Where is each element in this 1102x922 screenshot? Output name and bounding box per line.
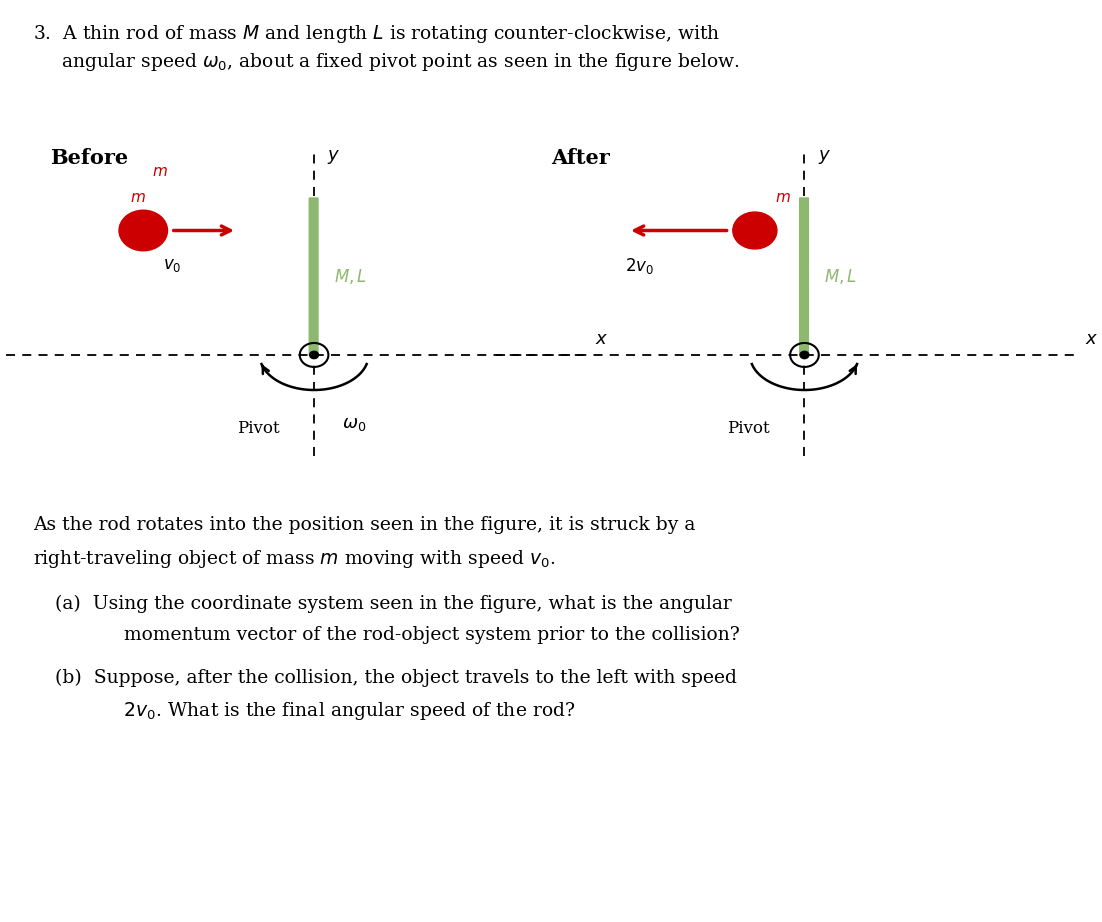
Text: $x$: $x$: [595, 329, 608, 348]
Text: $m$: $m$: [130, 190, 145, 205]
Text: $M, L$: $M, L$: [824, 267, 857, 286]
Text: Before: Before: [50, 148, 128, 168]
Text: After: After: [551, 148, 609, 168]
Circle shape: [733, 212, 777, 249]
Text: $y$: $y$: [327, 148, 341, 166]
Text: momentum vector of the rod-object system prior to the collision?: momentum vector of the rod-object system…: [88, 626, 739, 644]
Text: $m$: $m$: [775, 190, 790, 205]
Text: $v_0$: $v_0$: [163, 256, 182, 275]
Text: $m$: $m$: [152, 164, 168, 179]
Text: Pivot: Pivot: [727, 420, 770, 436]
Text: 3.  A thin rod of mass $M$ and length $L$ is rotating counter-clockwise, with: 3. A thin rod of mass $M$ and length $L$…: [33, 23, 721, 45]
Text: $2v_0$. What is the final angular speed of the rod?: $2v_0$. What is the final angular speed …: [88, 700, 575, 722]
Text: $2v_0$: $2v_0$: [625, 256, 653, 277]
Text: As the rod rotates into the position seen in the figure, it is struck by a: As the rod rotates into the position see…: [33, 516, 695, 535]
Text: right-traveling object of mass $m$ moving with speed $v_0$.: right-traveling object of mass $m$ movin…: [33, 548, 555, 570]
Text: (a)  Using the coordinate system seen in the figure, what is the angular: (a) Using the coordinate system seen in …: [55, 595, 732, 613]
Text: Pivot: Pivot: [237, 420, 280, 436]
Circle shape: [119, 210, 168, 251]
Circle shape: [310, 351, 318, 359]
Text: $M, L$: $M, L$: [334, 267, 367, 286]
Text: angular speed $\omega_0$, about a fixed pivot point as seen in the figure below.: angular speed $\omega_0$, about a fixed …: [61, 51, 739, 73]
FancyBboxPatch shape: [309, 197, 318, 356]
Text: $x$: $x$: [1085, 329, 1099, 348]
Text: (b)  Suppose, after the collision, the object travels to the left with speed: (b) Suppose, after the collision, the ob…: [55, 668, 737, 687]
Text: $\omega_0$: $\omega_0$: [342, 415, 366, 433]
Circle shape: [800, 351, 809, 359]
FancyBboxPatch shape: [799, 197, 809, 356]
Text: $y$: $y$: [818, 148, 831, 166]
